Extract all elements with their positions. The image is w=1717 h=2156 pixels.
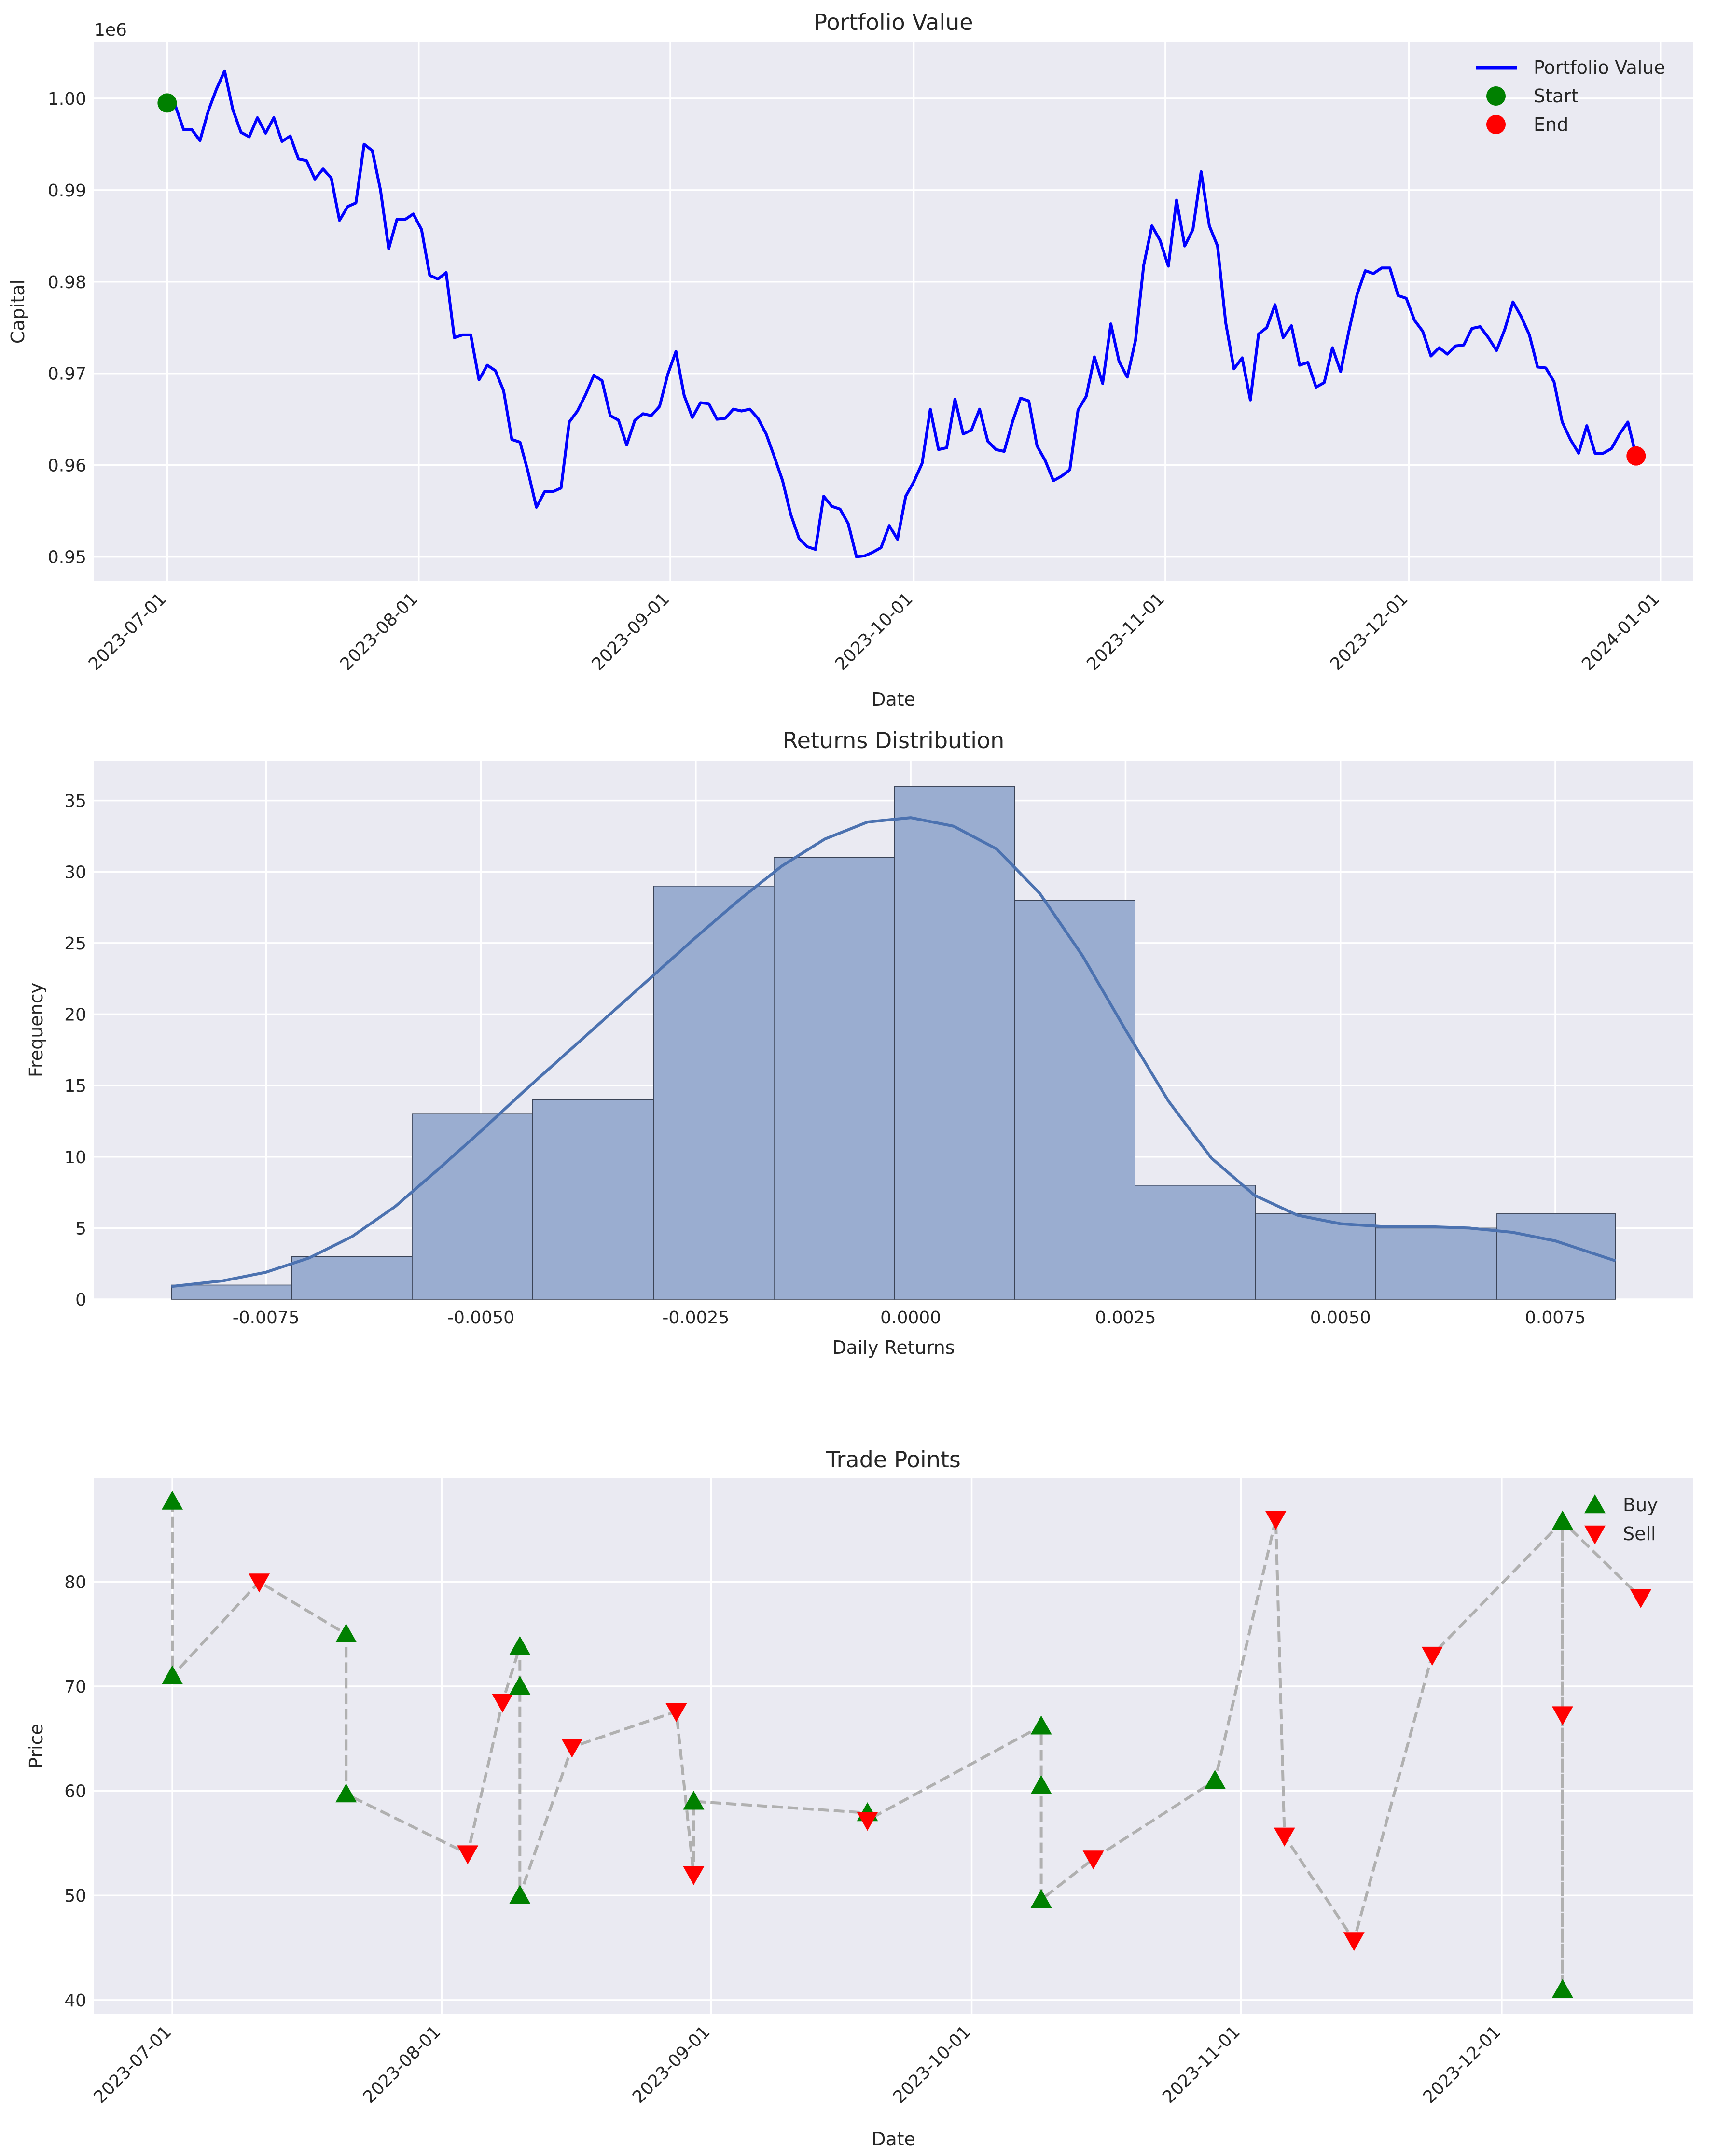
y-tick-label: 0.98: [48, 273, 86, 292]
buy-marker: [683, 1791, 705, 1810]
histogram-bar: [1375, 1227, 1497, 1300]
sell-marker: [1265, 1511, 1287, 1530]
x-axis-label: Date: [872, 689, 915, 710]
sell-marker: [665, 1703, 687, 1722]
buy-marker: [509, 1676, 531, 1695]
sell-marker: [683, 1866, 705, 1885]
x-tick-label: 0.0000: [880, 1308, 941, 1328]
sell-marker: [457, 1845, 479, 1864]
y-tick-label: 80: [64, 1572, 86, 1592]
plot-area: [94, 42, 1693, 581]
legend-dot-swatch: [1486, 86, 1506, 106]
y-tick-label: 0.99: [48, 181, 86, 201]
y-tick-label: 70: [64, 1677, 86, 1697]
buy-marker: [1551, 1979, 1573, 1998]
histogram-bar: [532, 1099, 654, 1300]
x-tick-label: 0.0075: [1525, 1308, 1586, 1328]
end-marker: [1626, 446, 1646, 466]
portfolio-value-chart: Portfolio Value Date Capital 1e6 2023-07…: [7, 9, 1693, 710]
legend-buy-swatch: [1584, 1494, 1606, 1514]
kde-curve: [171, 816, 1616, 1288]
legend-dot-swatch: [1486, 115, 1506, 134]
chart-title: Portfolio Value: [814, 9, 973, 35]
y-tick-label: 10: [64, 1148, 86, 1168]
sell-marker: [1551, 1706, 1573, 1725]
histogram-bar: [1255, 1213, 1376, 1300]
x-tick-label: 0.0050: [1310, 1308, 1371, 1328]
x-axis-label: Date: [872, 2128, 915, 2150]
y-tick-label: 5: [75, 1219, 86, 1238]
trade-points-chart: Trade Points Date Price 2023-07-01 2023-0…: [26, 1447, 1693, 2150]
legend-label: Buy: [1623, 1494, 1658, 1516]
histogram-bar: [291, 1256, 413, 1300]
sell-marker: [561, 1739, 583, 1758]
buy-marker: [509, 1636, 531, 1655]
x-tick-label: -0.0050: [447, 1308, 514, 1328]
legend-label: Portfolio Value: [1534, 57, 1665, 78]
buy-marker: [1204, 1770, 1226, 1789]
buy-marker: [1030, 1715, 1052, 1735]
y-axis-label: Price: [26, 1724, 47, 1768]
histogram-bar: [1135, 1185, 1256, 1300]
x-axis-label: Daily Returns: [832, 1337, 955, 1358]
plot-area: [94, 1478, 1693, 2014]
buy-marker: [335, 1783, 357, 1803]
y-tick-label: 35: [64, 792, 86, 811]
legend-label: Sell: [1623, 1523, 1656, 1544]
sell-marker: [1274, 1827, 1295, 1847]
chart-title: Trade Points: [826, 1447, 961, 1473]
sell-marker: [1082, 1850, 1104, 1870]
legend-label: Start: [1534, 85, 1579, 107]
x-tick-label: 0.0025: [1095, 1308, 1156, 1328]
y-tick-label: 60: [64, 1782, 86, 1802]
y-tick-label: 25: [64, 934, 86, 954]
returns-distribution-chart: Returns Distribution Daily Returns Frequ…: [26, 727, 1693, 1358]
buy-marker: [162, 1490, 183, 1510]
y-tick-label: 15: [64, 1076, 86, 1096]
y-tick-label: 0: [75, 1290, 86, 1310]
sell-marker: [492, 1694, 513, 1713]
sell-marker: [857, 1812, 878, 1831]
buy-marker: [1030, 1889, 1052, 1908]
buy-marker: [335, 1623, 357, 1642]
y-axis-label: Capital: [7, 279, 28, 344]
histogram-bar: [171, 1284, 292, 1300]
histogram-bar: [1014, 900, 1135, 1300]
buy-marker: [1551, 1510, 1573, 1530]
x-tick-label: -0.0025: [662, 1308, 729, 1328]
start-marker: [157, 93, 177, 113]
histogram-bar: [653, 886, 775, 1300]
histogram-bar: [894, 786, 1015, 1300]
chart-title: Returns Distribution: [783, 727, 1005, 753]
y-axis-offset-label: 1e6: [94, 20, 127, 40]
y-tick-label: 0.95: [48, 548, 86, 568]
y-tick-label: 0.97: [48, 364, 86, 384]
legend-sell-swatch: [1584, 1525, 1606, 1544]
buy-marker: [509, 1885, 531, 1904]
histogram-bar: [1496, 1213, 1616, 1300]
y-tick-label: 50: [64, 1886, 86, 1906]
sell-marker: [1630, 1589, 1651, 1608]
sell-marker: [249, 1573, 270, 1593]
y-tick-label: 1.00: [48, 89, 86, 109]
sell-marker: [1343, 1932, 1365, 1951]
y-tick-label: 20: [64, 1005, 86, 1025]
y-tick-label: 30: [64, 862, 86, 882]
histogram-bar: [412, 1113, 533, 1300]
y-tick-label: 40: [64, 1991, 86, 2011]
histogram-bar: [774, 857, 895, 1300]
sell-marker: [1421, 1646, 1443, 1666]
legend-label: End: [1534, 114, 1568, 135]
y-tick-label: 0.96: [48, 456, 86, 476]
x-tick-label: -0.0075: [233, 1308, 300, 1328]
buy-marker: [162, 1665, 183, 1684]
y-axis-label: Frequency: [26, 983, 47, 1077]
portfolio-value-line: [166, 69, 1638, 558]
buy-marker: [1030, 1775, 1052, 1794]
